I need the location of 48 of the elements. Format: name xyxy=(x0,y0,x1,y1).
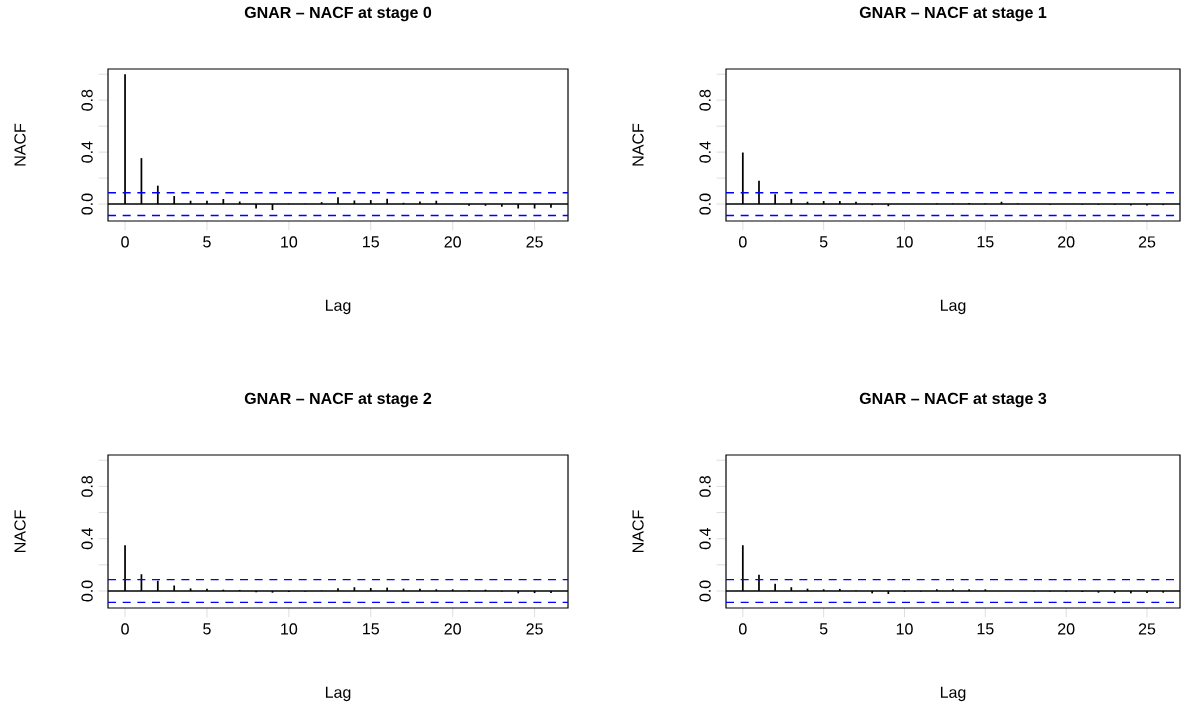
chart-title: GNAR – NACF at stage 2 xyxy=(244,392,432,408)
y-axis-title: NACF xyxy=(14,510,26,552)
x-tick-label: 25 xyxy=(526,623,543,635)
x-axis-title: Lag xyxy=(940,299,966,315)
x-tick-label: 20 xyxy=(444,623,461,635)
y-tick-label: 0.8 xyxy=(81,475,93,497)
x-tick-label: 5 xyxy=(819,623,828,635)
x-tick-label: 10 xyxy=(896,623,913,635)
y-tick-label: 0.8 xyxy=(699,475,711,497)
x-tick-label: 15 xyxy=(363,236,379,248)
y-tick-label: 0.4 xyxy=(81,141,93,163)
x-tick-label: 20 xyxy=(1058,236,1075,248)
y-tick-label: 0.4 xyxy=(699,528,711,550)
x-tick-label: 10 xyxy=(281,623,298,635)
x-tick-label: 15 xyxy=(363,623,379,635)
x-tick-label: 5 xyxy=(819,236,828,248)
y-tick-label: 0.0 xyxy=(81,193,93,215)
y-axis-title: NACF xyxy=(632,123,644,166)
chart-title: GNAR – NACF at stage 1 xyxy=(859,6,1047,22)
x-tick-label: 20 xyxy=(444,236,461,248)
x-tick-label: 25 xyxy=(1138,623,1156,635)
y-tick-label: 0.0 xyxy=(699,193,711,215)
x-tick-label: 0 xyxy=(121,623,129,635)
y-tick-label: 0.0 xyxy=(81,580,93,602)
x-tick-label: 20 xyxy=(1058,623,1075,635)
chart-title: GNAR – NACF at stage 3 xyxy=(859,392,1047,408)
x-axis-title: Lag xyxy=(325,299,351,315)
y-tick-label: 0.0 xyxy=(699,580,711,602)
x-tick-label: 25 xyxy=(526,236,543,248)
x-tick-label: 15 xyxy=(977,623,994,635)
x-tick-label: 0 xyxy=(121,236,129,248)
x-tick-label: 10 xyxy=(896,236,913,248)
y-axis-title: NACF xyxy=(14,123,26,166)
y-tick-label: 0.8 xyxy=(81,89,93,111)
y-axis-title: NACF xyxy=(632,510,644,552)
x-tick-label: 5 xyxy=(203,623,211,635)
x-tick-label: 0 xyxy=(739,623,747,635)
y-tick-label: 0.4 xyxy=(699,141,711,163)
x-tick-label: 10 xyxy=(281,236,298,248)
x-axis-title: Lag xyxy=(325,686,351,702)
x-axis-title: Lag xyxy=(940,686,966,702)
x-tick-label: 5 xyxy=(203,236,211,248)
y-tick-label: 0.4 xyxy=(81,528,93,550)
x-tick-label: 0 xyxy=(739,236,747,248)
x-tick-label: 15 xyxy=(977,236,994,248)
y-tick-label: 0.8 xyxy=(699,89,711,111)
chart-title: GNAR – NACF at stage 0 xyxy=(244,6,432,22)
x-tick-label: 25 xyxy=(1138,236,1156,248)
